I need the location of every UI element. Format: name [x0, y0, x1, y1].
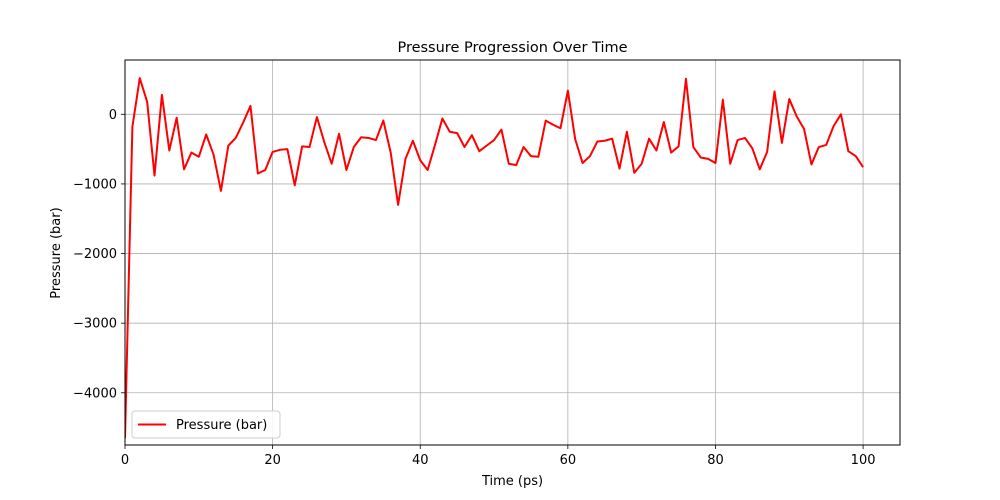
x-tick-label: 80 — [707, 453, 724, 468]
x-tick-label: 100 — [851, 453, 876, 468]
x-tick-label: 20 — [264, 453, 281, 468]
x-tick-label: 60 — [560, 453, 577, 468]
legend: Pressure (bar) — [131, 410, 281, 439]
legend-label-pressure: Pressure (bar) — [176, 418, 267, 433]
y-tick-label: −2000 — [73, 247, 117, 262]
series-layer — [125, 77, 864, 439]
y-tick-label: −1000 — [73, 177, 117, 192]
axis-ticks: 0 20 40 60 80 100 −4000 −3000 −2000 −1000 0 — [73, 108, 875, 468]
x-tick-label: 0 — [121, 453, 129, 468]
plot-frame — [124, 59, 901, 446]
y-tick-label: −3000 — [73, 317, 117, 332]
series-line-pressure — [125, 77, 864, 439]
x-axis-label: Time (ps) — [481, 474, 543, 489]
chart-title: Pressure Progression Over Time — [397, 40, 627, 56]
x-tick-label: 40 — [412, 453, 429, 468]
y-axis-label: Pressure (bar) — [49, 207, 64, 298]
y-tick-label: 0 — [109, 108, 117, 123]
legend-box — [131, 410, 281, 439]
y-tick-label: −4000 — [73, 386, 117, 401]
grid-lines — [124, 60, 900, 445]
